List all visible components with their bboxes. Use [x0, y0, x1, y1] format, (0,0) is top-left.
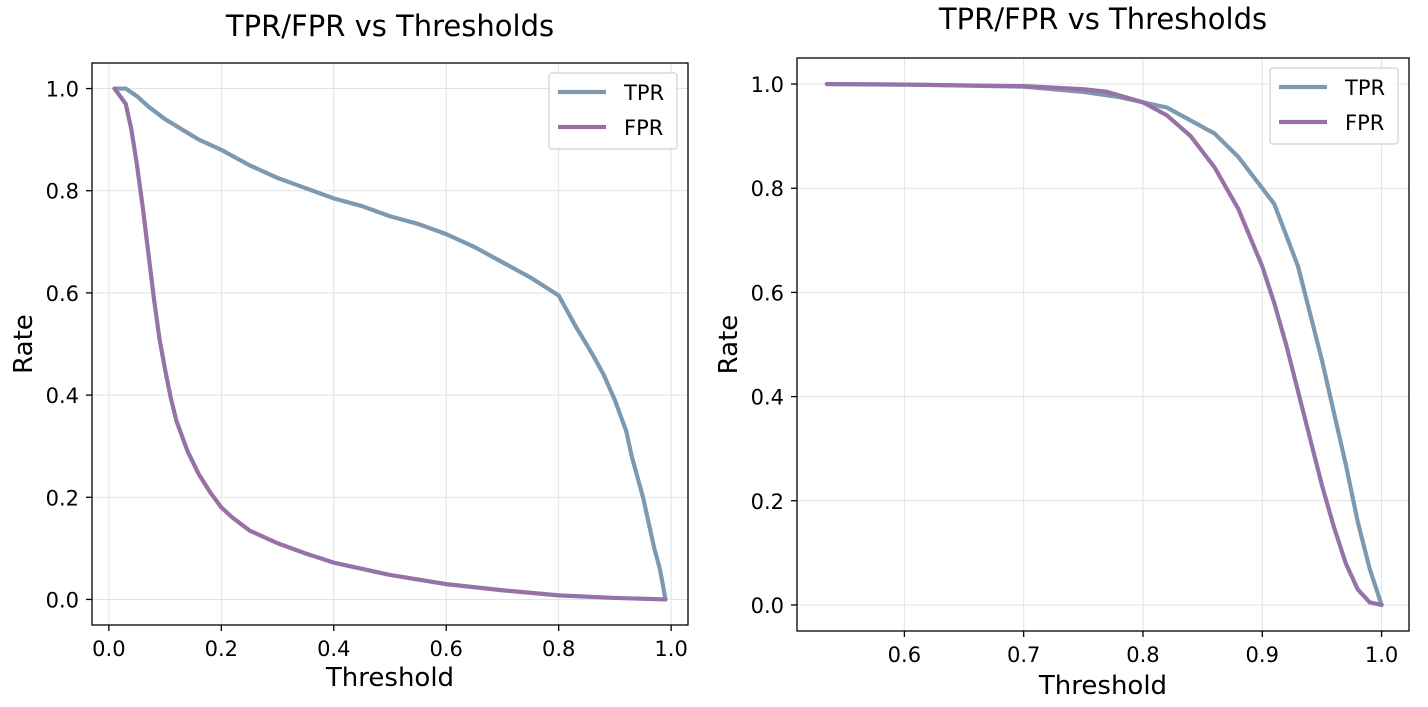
series-line-fpr	[112, 86, 668, 602]
series-line-tpr	[824, 81, 1384, 608]
x-tick-label: 0.9	[1246, 643, 1279, 667]
y-tick-label: 0.4	[751, 386, 784, 410]
x-tick-label: 0.8	[542, 637, 575, 661]
y-tick-label: 0.0	[751, 594, 784, 618]
x-tick-label: 0.0	[92, 637, 125, 661]
series-group	[824, 81, 1384, 608]
x-axis-label: Threshold	[1038, 671, 1167, 701]
y-tick-label: 0.0	[46, 588, 79, 612]
y-tick-label: 0.4	[46, 384, 79, 408]
y-tick-label: 0.2	[751, 490, 784, 514]
y-tick-label: 0.8	[751, 177, 784, 201]
y-tick-label: 0.2	[46, 486, 79, 510]
legend-label-tpr: TPR	[623, 81, 664, 105]
y-axis-label: Rate	[9, 314, 39, 374]
legend: TPR FPR	[1269, 67, 1399, 145]
series-line-tpr	[112, 86, 668, 602]
x-tick-label: 0.8	[1126, 643, 1159, 667]
x-tick-label: 0.4	[317, 637, 350, 661]
grid	[92, 63, 688, 625]
series-group	[112, 86, 668, 602]
y-tick-label: 0.6	[751, 281, 784, 305]
y-tick-label: 0.6	[46, 282, 79, 306]
x-tick-label: 0.7	[1007, 643, 1040, 667]
x-tick-label: 1.0	[654, 637, 687, 661]
x-axis-label: Threshold	[325, 663, 454, 693]
x-tick-label: 0.6	[888, 643, 921, 667]
x-tick-label: 1.0	[1365, 643, 1398, 667]
legend-label-fpr: FPR	[624, 116, 663, 140]
axes-frame	[91, 62, 689, 626]
chart-panel-1: 0.0 0.2 0.4 0.6 0.8 1.0 0.0 0.2 0.4 0.6 0.8 1.0 TPR/…	[9, 9, 689, 693]
legend-label-fpr: FPR	[1345, 111, 1384, 135]
axes-frame	[796, 57, 1410, 632]
legend-label-tpr: TPR	[1344, 76, 1385, 100]
series-line-fpr	[824, 81, 1384, 608]
y-tick-label: 1.0	[46, 78, 79, 102]
x-tick-label: 0.2	[205, 637, 238, 661]
y-axis-label: Rate	[714, 315, 744, 375]
chart-panel-2: 0.6 0.7 0.8 0.9 1.0 0.0 0.2 0.4 0.6 0.8 1.0 TPR/FPR…	[714, 2, 1410, 701]
legend: TPR FPR	[548, 72, 678, 150]
x-tick-label: 0.6	[430, 637, 463, 661]
y-tick-label: 0.8	[46, 180, 79, 204]
chart-title: TPR/FPR vs Thresholds	[225, 9, 554, 43]
chart-title: TPR/FPR vs Thresholds	[938, 2, 1267, 36]
y-tick-label: 1.0	[751, 73, 784, 97]
